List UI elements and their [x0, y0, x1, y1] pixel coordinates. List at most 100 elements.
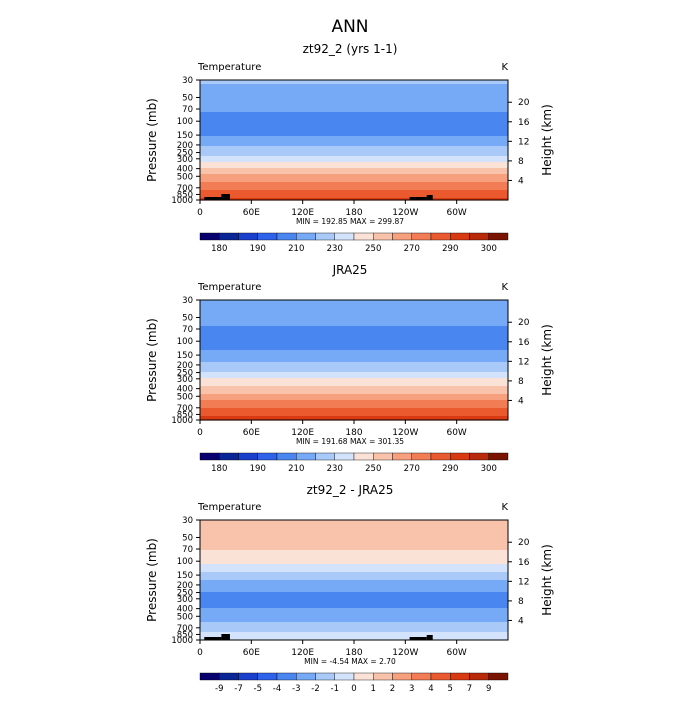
- contour-band: [200, 598, 508, 601]
- contour-band: [200, 166, 508, 169]
- height-tick-label: 16: [518, 558, 530, 568]
- contour-band: [200, 340, 508, 343]
- contour-band: [200, 404, 508, 407]
- x-tick-label: 120W: [392, 648, 418, 658]
- contour-band: [200, 590, 508, 593]
- contour-band: [200, 198, 508, 201]
- contour-band: [200, 532, 508, 535]
- contour-band: [200, 336, 508, 339]
- colorbar-swatch: [353, 232, 374, 241]
- contour-band: [200, 112, 508, 115]
- colorbar-label: 230: [327, 244, 343, 254]
- contour-band: [200, 344, 508, 347]
- colorbar-swatch: [353, 452, 374, 461]
- contour-band: [200, 536, 508, 539]
- contour-band: [200, 80, 508, 83]
- colorbar-swatch: [199, 452, 220, 461]
- y-tick-label: 70: [182, 325, 193, 335]
- contour-band: [200, 96, 508, 99]
- contour-band: [200, 530, 508, 533]
- contour-bands: [200, 80, 508, 201]
- colorbar-swatch: [315, 232, 335, 241]
- contour-band: [200, 618, 508, 621]
- contour-band: [200, 322, 508, 325]
- contour-band: [200, 162, 508, 165]
- contour-band: [200, 92, 508, 95]
- colorbar-label: 290: [442, 464, 458, 474]
- colorbar-label: 270: [404, 464, 420, 474]
- colorbar-swatch: [334, 232, 355, 241]
- contour-band: [200, 178, 508, 181]
- contour-band: [200, 570, 508, 573]
- contour-band: [200, 102, 508, 105]
- contour-band: [200, 374, 508, 377]
- contour-band: [200, 354, 508, 357]
- y-tick-label: 400: [177, 165, 193, 175]
- colorbar-swatch: [450, 672, 470, 681]
- y-axis-label: Pressure (mb): [145, 318, 159, 402]
- colorbar-swatch: [411, 452, 432, 461]
- contour-band: [200, 88, 508, 91]
- contour-band: [200, 182, 508, 185]
- colorbar-swatch: [469, 672, 489, 681]
- y-tick-label: 700: [177, 624, 193, 634]
- contour-band: [200, 174, 508, 177]
- contour-band: [200, 572, 508, 575]
- colorbar-label: 7: [467, 684, 472, 694]
- y-tick-label: 150: [177, 131, 193, 141]
- colorbar-swatch: [219, 672, 239, 681]
- contour-band: [200, 556, 508, 559]
- y-tick-label: 30: [182, 76, 193, 86]
- contour-band: [200, 116, 508, 119]
- contour-band: [200, 372, 508, 375]
- x-tick-label: 180: [345, 428, 362, 438]
- colorbar-swatch: [296, 452, 316, 461]
- colorbar-swatch: [392, 232, 412, 241]
- contour-band: [200, 190, 508, 193]
- x-tick-label: 120E: [291, 648, 314, 658]
- contour-band: [200, 622, 508, 625]
- contour-band: [200, 360, 508, 363]
- colorbar-swatch: [430, 672, 451, 681]
- x-tick-label: 60W: [446, 428, 466, 438]
- colorbar-label: 3: [409, 684, 414, 694]
- contour-band: [200, 148, 508, 151]
- y-tick-label: 200: [177, 581, 193, 591]
- colorbar-swatch: [296, 672, 316, 681]
- topography-block: [409, 197, 427, 200]
- y-tick-label: 250: [177, 589, 193, 599]
- contour-band: [200, 600, 508, 603]
- topography-block: [204, 197, 222, 200]
- contour-band: [200, 358, 508, 361]
- contour-band: [200, 592, 508, 595]
- contour-band: [200, 160, 508, 163]
- contour-band: [200, 366, 508, 369]
- colorbar-label: -7: [234, 684, 242, 694]
- contour-band: [200, 308, 508, 311]
- contour-band: [200, 364, 508, 367]
- page-title: ANN: [331, 17, 368, 37]
- height-tick-label: 20: [518, 538, 530, 548]
- colorbar-swatch: [238, 232, 258, 241]
- height-tick-label: 4: [518, 616, 524, 626]
- x-tick-label: 0: [197, 428, 203, 438]
- units-label: K: [501, 502, 508, 513]
- contour-band: [200, 128, 508, 131]
- colorbar-label: 210: [288, 244, 304, 254]
- contour-band: [200, 126, 508, 129]
- contour-band: [200, 154, 508, 157]
- contour-band: [200, 368, 508, 371]
- contour-band: [200, 382, 508, 385]
- colorbar-label: 4: [428, 684, 433, 694]
- right-axis-label: Height (km): [540, 544, 554, 615]
- colorbar-swatch: [430, 232, 451, 241]
- colorbar-label: 0: [351, 684, 356, 694]
- y-tick-label: 300: [177, 155, 193, 165]
- contour-band: [200, 396, 508, 399]
- contour-band: [200, 406, 508, 409]
- y-tick-label: 250: [177, 149, 193, 159]
- contour-band: [200, 164, 508, 167]
- y-tick-label: 850: [177, 630, 193, 640]
- contour-band: [200, 324, 508, 327]
- contour-band: [200, 524, 508, 527]
